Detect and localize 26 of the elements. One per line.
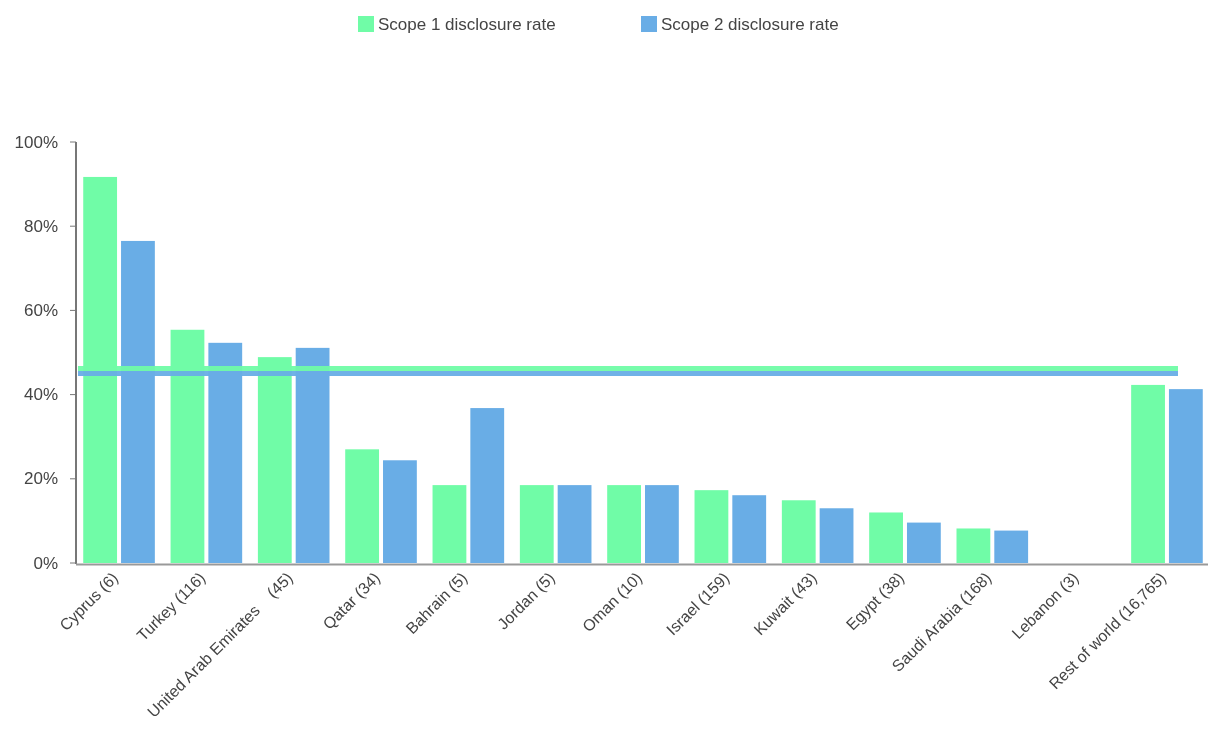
bar xyxy=(519,485,554,563)
bar xyxy=(645,485,679,563)
legend-label: Scope 1 disclosure rate xyxy=(378,14,556,34)
legend-label: Scope 2 disclosure rate xyxy=(661,14,839,34)
bar xyxy=(432,485,467,563)
bar xyxy=(994,530,1029,563)
bar xyxy=(956,528,991,563)
bar xyxy=(345,449,380,563)
bar xyxy=(694,490,729,563)
y-tick-label: 0% xyxy=(33,553,58,573)
bar xyxy=(732,495,767,563)
bar xyxy=(557,485,592,563)
bar xyxy=(869,512,903,563)
bar xyxy=(470,408,505,563)
y-tick-label: 20% xyxy=(23,469,58,489)
bar xyxy=(781,500,816,563)
bar xyxy=(383,460,417,563)
bar xyxy=(819,508,854,563)
bar xyxy=(906,522,941,563)
bar xyxy=(1168,389,1203,563)
y-tick-label: 80% xyxy=(23,216,58,236)
bar xyxy=(607,485,641,563)
bar xyxy=(1131,384,1165,563)
y-tick-label: 40% xyxy=(23,385,58,405)
y-tick-label: 60% xyxy=(23,300,58,320)
y-tick-label: 100% xyxy=(14,132,58,152)
